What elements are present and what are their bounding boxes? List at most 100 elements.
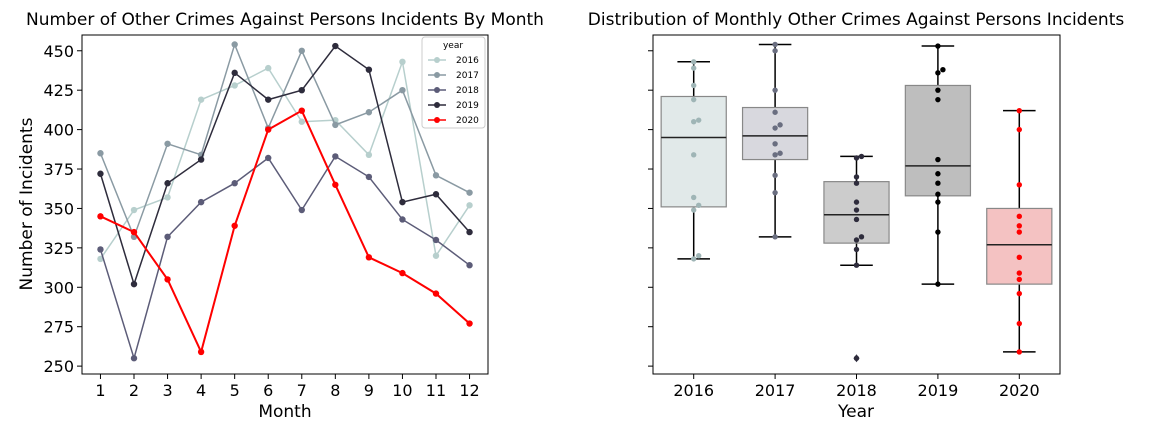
legend-label: 2019 [456, 101, 479, 111]
legend-label: 2017 [456, 71, 479, 81]
swarm-point-2019 [935, 156, 941, 163]
swarm-point-2016 [691, 207, 697, 213]
legend-swatch-marker [434, 102, 440, 108]
data-point-2019 [298, 86, 305, 94]
swarm-point-2017 [772, 172, 778, 179]
data-point-2016 [432, 252, 440, 259]
data-point-2017 [432, 172, 440, 179]
data-point-2018 [97, 246, 104, 253]
swarm-point-2019 [935, 180, 941, 186]
data-point-2018 [130, 355, 138, 362]
data-point-2019 [265, 96, 272, 103]
x-tick-label: 10 [392, 381, 412, 400]
series-line-2018 [99, 155, 470, 361]
data-point-2016 [399, 58, 406, 66]
swarm-point-2016 [696, 117, 702, 123]
swarm-point-2018 [858, 153, 865, 160]
swarm-point-2016 [691, 59, 697, 65]
swarm-point-2017 [777, 122, 783, 128]
data-point-2016 [365, 151, 373, 159]
x-tick-label: 11 [426, 381, 446, 400]
data-point-2016 [130, 206, 138, 214]
x-tick-label: 2016 [673, 381, 714, 400]
swarm-point-2016 [691, 82, 697, 89]
swarm-point-2018 [858, 234, 865, 240]
data-point-2019 [130, 280, 138, 288]
y-tick-label: 425 [43, 81, 74, 100]
legend-label: 2018 [456, 86, 479, 96]
data-point-2020 [130, 228, 138, 236]
data-point-2018 [332, 153, 339, 160]
data-point-2019 [365, 66, 373, 73]
x-tick-label: 5 [230, 381, 240, 400]
swarm-point-2016 [691, 119, 697, 125]
swarm-point-2016 [696, 202, 702, 208]
data-point-2020 [332, 181, 339, 188]
data-point-2020 [97, 213, 104, 220]
swarm-point-2018 [853, 246, 860, 253]
x-tick-label: 3 [162, 381, 172, 400]
swarm-point-2017 [772, 125, 778, 131]
data-point-2018 [231, 180, 238, 187]
box-chart-xlabel: Year [837, 402, 874, 422]
data-point-2018 [399, 216, 406, 223]
data-point-2017 [399, 86, 406, 94]
swarm-point-2018 [853, 237, 860, 243]
box-chart-title: Distribution of Monthly Other Crimes Aga… [588, 10, 1125, 30]
data-point-2017 [231, 41, 238, 48]
swarm-point-2019 [935, 43, 941, 49]
legend-swatch-marker [434, 87, 440, 93]
data-point-2020 [298, 107, 305, 114]
swarm-point-2019 [935, 229, 941, 235]
swarm-point-2017 [772, 109, 778, 115]
swarm-point-2017 [772, 152, 778, 158]
swarm-point-2016 [691, 65, 697, 71]
data-point-2020 [231, 222, 238, 229]
series-line-2016 [99, 58, 471, 260]
data-point-2017 [298, 47, 305, 54]
data-point-2017 [332, 121, 339, 129]
swarm-point-2016 [691, 152, 697, 158]
data-point-2018 [365, 173, 373, 181]
data-point-2019 [97, 170, 104, 177]
series-line-2017 [99, 42, 470, 239]
data-point-2020 [164, 276, 171, 283]
swarm-point-2019 [935, 96, 941, 103]
data-point-2016 [265, 64, 272, 72]
swarm-point-2020 [1016, 223, 1022, 229]
data-point-2016 [466, 202, 473, 209]
swarm-point-2020 [1016, 349, 1022, 355]
data-point-2017 [164, 140, 171, 147]
data-point-2020 [365, 254, 373, 261]
swarm-point-2016 [696, 253, 702, 259]
swarm-point-2018 [853, 262, 860, 268]
y-tick-label: 325 [43, 239, 74, 258]
swarm-point-2020 [1016, 254, 1022, 261]
data-point-2018 [432, 236, 440, 244]
series-line-2020 [100, 109, 471, 355]
legend-title: year [443, 41, 463, 51]
data-point-2017 [365, 109, 373, 116]
y-tick-label: 400 [43, 121, 74, 140]
legend-label: 2020 [456, 116, 479, 126]
x-tick-label: 2018 [836, 381, 877, 400]
swarm-point-2019 [935, 87, 941, 93]
x-tick-label: 1 [95, 381, 105, 400]
data-point-2016 [298, 118, 305, 125]
swarm-point-2017 [772, 189, 778, 196]
swarm-point-2020 [1016, 182, 1022, 188]
data-point-2019 [432, 191, 440, 198]
y-tick-label: 275 [43, 318, 74, 337]
legend-label: 2016 [456, 56, 479, 66]
data-point-2016 [231, 82, 238, 89]
swarm-point-2018 [853, 180, 860, 186]
swarm-point-2020 [1016, 276, 1022, 283]
data-point-2016 [197, 96, 205, 103]
data-point-2017 [466, 189, 473, 196]
data-point-2020 [432, 290, 440, 297]
data-point-2020 [466, 320, 473, 327]
box-iqr-2017 [741, 106, 809, 161]
line-chart-ylabel: Number of Incidents [17, 117, 37, 290]
swarm-point-2020 [1016, 320, 1022, 327]
